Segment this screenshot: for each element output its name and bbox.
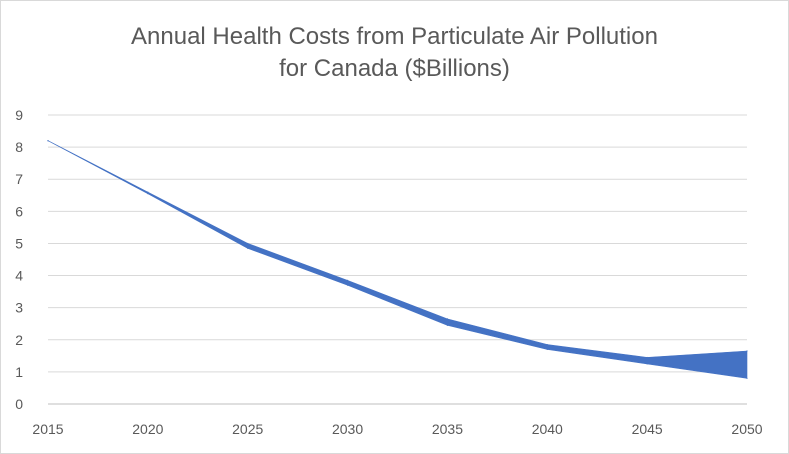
series-1-point [746, 350, 748, 352]
series-2-point [546, 348, 548, 351]
chart-title-line-2: for Canada ($Billions) [279, 55, 510, 82]
x-tick-label: 2020 [132, 421, 163, 437]
chart-title-line-1: Annual Health Costs from Particulate Air… [131, 23, 658, 50]
x-axis-ticks: 2015 2020 2025 2030 2035 2040 2045 2050 [32, 421, 762, 437]
series-2-point [147, 193, 149, 195]
x-tick-label: 2040 [532, 421, 563, 437]
y-tick-label: 6 [15, 203, 23, 219]
series-1-point [147, 191, 149, 193]
y-tick-label: 2 [15, 332, 23, 348]
series-1-point [646, 356, 648, 359]
series-2-point [746, 377, 748, 379]
y-tick-label: 9 [15, 107, 23, 123]
y-tick-label: 0 [15, 396, 23, 412]
data-bands [47, 140, 748, 379]
y-tick-label: 5 [15, 235, 23, 251]
series-1-point [247, 242, 249, 245]
y-tick-label: 3 [15, 300, 23, 316]
series-1-point [346, 279, 349, 281]
y-tick-label: 4 [15, 268, 23, 284]
x-tick-label: 2015 [32, 421, 63, 437]
series-2-point [346, 284, 349, 286]
series-2-point [47, 140, 49, 142]
chart-title: Annual Health Costs from Particulate Air… [1, 21, 788, 85]
gridlines [48, 114, 747, 405]
series-1-point [446, 318, 449, 320]
x-tick-label: 2025 [232, 421, 263, 437]
series-1-point [546, 343, 548, 346]
x-tick-label: 2050 [731, 421, 762, 437]
cost-range-band [47, 140, 748, 379]
y-tick-label: 7 [15, 171, 23, 187]
y-tick-label: 8 [15, 139, 23, 155]
series-2-point [446, 324, 449, 326]
x-tick-label: 2030 [332, 421, 363, 437]
series-2-point [247, 247, 249, 249]
y-tick-label: 1 [15, 364, 23, 380]
y-axis-ticks: 0 1 2 3 4 5 6 7 8 9 [15, 107, 23, 412]
series-2-point [646, 363, 648, 365]
x-tick-label: 2035 [432, 421, 463, 437]
x-tick-label: 2045 [632, 421, 663, 437]
